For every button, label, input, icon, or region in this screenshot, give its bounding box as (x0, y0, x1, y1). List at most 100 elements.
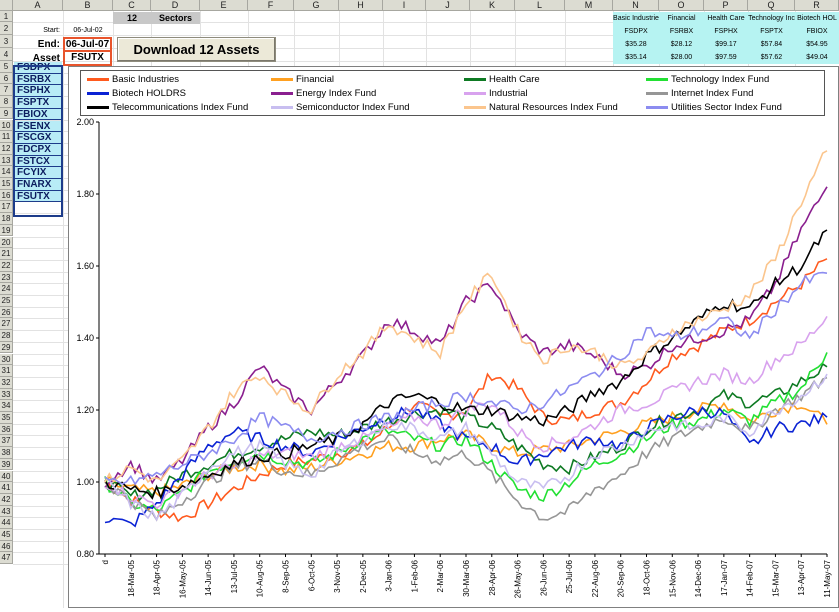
asset-cell[interactable]: FSUTX (14, 190, 62, 203)
row-header[interactable]: 35 (0, 412, 13, 424)
row-header[interactable]: 2 (0, 22, 13, 35)
row-header[interactable]: 14 (0, 166, 13, 178)
series-line-2[interactable] (104, 362, 828, 502)
row-header[interactable]: 8 (0, 96, 13, 108)
row-header[interactable]: 47 (0, 552, 13, 565)
column-header[interactable]: E (200, 0, 248, 11)
asset-field[interactable]: FSUTX (63, 51, 112, 66)
column-header[interactable]: O (659, 0, 704, 11)
column-header[interactable]: L (515, 0, 565, 11)
column-header[interactable]: K (470, 0, 515, 11)
legend-entry[interactable]: Telecommunications Index Fund (87, 102, 248, 113)
row-header[interactable]: 17 (0, 201, 13, 214)
summary-cell[interactable]: Technology Inc (748, 12, 795, 25)
summary-cell[interactable]: Biotech HOL (795, 12, 839, 25)
row-header[interactable]: 36 (0, 423, 13, 436)
legend-entry[interactable]: Industrial (464, 88, 528, 99)
row-header[interactable]: 22 (0, 259, 13, 272)
row-header[interactable]: 4 (0, 48, 13, 61)
row-header[interactable]: 29 (0, 341, 13, 354)
legend-entry[interactable]: Biotech HOLDRS (87, 88, 186, 99)
row-header[interactable]: 1 (0, 11, 13, 22)
column-header[interactable]: A (13, 0, 63, 11)
asset-cell[interactable]: FBIOX (14, 108, 62, 121)
legend-entry[interactable]: Internet Index Fund (646, 88, 753, 99)
row-header[interactable]: 31 (0, 365, 13, 377)
start-value[interactable]: 06-Jul-02 (73, 27, 103, 34)
asset-cell[interactable]: FSTCX (14, 155, 62, 168)
download-assets-button[interactable]: Download 12 Assets (117, 37, 276, 62)
summary-cell[interactable]: $28.00 (659, 51, 704, 64)
summary-cell[interactable]: $99.17 (704, 38, 748, 51)
summary-cell[interactable]: $49.04 (795, 51, 839, 64)
row-header[interactable]: 46 (0, 540, 13, 553)
row-header[interactable]: 18 (0, 213, 13, 225)
column-header[interactable]: R (795, 0, 839, 11)
row-header[interactable]: 33 (0, 388, 13, 401)
summary-cell[interactable]: FSDPX (613, 25, 659, 38)
row-header[interactable]: 15 (0, 178, 13, 190)
row-header[interactable]: 12 (0, 142, 13, 155)
row-header[interactable]: 3 (0, 35, 13, 48)
row-header[interactable]: 40 (0, 470, 13, 483)
column-header[interactable]: Q (748, 0, 795, 11)
row-header[interactable]: 13 (0, 154, 13, 167)
legend-entry[interactable]: Semiconductor Index Fund (271, 102, 410, 113)
row-header[interactable]: 42 (0, 493, 13, 506)
summary-cell[interactable]: $28.12 (659, 38, 704, 51)
summary-cell[interactable]: FSPHX (704, 25, 748, 38)
series-line-3[interactable] (104, 352, 828, 512)
asset-cell[interactable]: FSCGX (14, 132, 62, 144)
summary-cell[interactable]: FSPTX (748, 25, 795, 38)
column-header[interactable]: I (383, 0, 426, 11)
row-header[interactable]: 39 (0, 458, 13, 471)
row-header[interactable]: 6 (0, 72, 13, 85)
column-header[interactable]: B (63, 0, 113, 11)
asset-cell[interactable]: FDCPX (14, 143, 62, 156)
series-line-10[interactable] (104, 150, 828, 484)
row-header[interactable]: 10 (0, 119, 13, 132)
asset-cell[interactable]: FSRBX (14, 73, 62, 86)
column-header[interactable]: D (151, 0, 200, 11)
series-line-8[interactable] (104, 229, 828, 500)
row-header[interactable]: 19 (0, 224, 13, 237)
legend-entry[interactable]: Utilities Sector Index Fund (646, 102, 782, 113)
row-header[interactable]: 16 (0, 189, 13, 202)
series-line-6[interactable] (104, 315, 828, 510)
summary-cell[interactable]: FSRBX (659, 25, 704, 38)
end-date-field[interactable]: 06-Jul-07 (63, 37, 112, 52)
asset-cell[interactable]: FCYIX (14, 167, 62, 179)
asset-cell[interactable]: FSPHX (14, 85, 62, 98)
row-header[interactable]: 44 (0, 517, 13, 529)
column-header[interactable]: F (248, 0, 294, 11)
row-header[interactable]: 37 (0, 435, 13, 448)
series-line-9[interactable] (104, 373, 828, 522)
count-value[interactable]: 12 (113, 12, 151, 24)
column-header[interactable]: N (613, 0, 659, 11)
column-header[interactable]: G (294, 0, 339, 11)
row-header[interactable]: 9 (0, 107, 13, 120)
row-header[interactable]: 21 (0, 248, 13, 260)
summary-cell[interactable]: Financial (659, 12, 704, 25)
column-header[interactable]: H (339, 0, 383, 11)
row-header[interactable]: 30 (0, 353, 13, 366)
series-line-11[interactable] (104, 271, 828, 486)
row-header[interactable]: 43 (0, 505, 13, 518)
summary-cell[interactable]: Basic Industrie (613, 12, 659, 25)
row-header[interactable]: 38 (0, 447, 13, 459)
column-header[interactable]: M (565, 0, 613, 11)
asset-cell[interactable]: FSDPX (14, 62, 62, 74)
legend-entry[interactable]: Natural Resources Index Fund (464, 102, 618, 113)
row-header[interactable]: 41 (0, 482, 13, 494)
row-header[interactable]: 20 (0, 236, 13, 249)
summary-cell[interactable]: $57.62 (748, 51, 795, 64)
row-header[interactable]: 5 (0, 61, 13, 73)
legend-entry[interactable]: Energy Index Fund (271, 88, 376, 99)
chart-legend[interactable]: Basic Industries Financial Health Care Tech… (80, 70, 825, 116)
series-line-4[interactable] (104, 405, 828, 528)
row-header[interactable]: 24 (0, 283, 13, 295)
asset-cell[interactable]: FNARX (14, 179, 62, 191)
legend-entry[interactable]: Technology Index Fund (646, 74, 769, 85)
column-header[interactable]: C (113, 0, 151, 11)
row-header[interactable]: 11 (0, 131, 13, 143)
